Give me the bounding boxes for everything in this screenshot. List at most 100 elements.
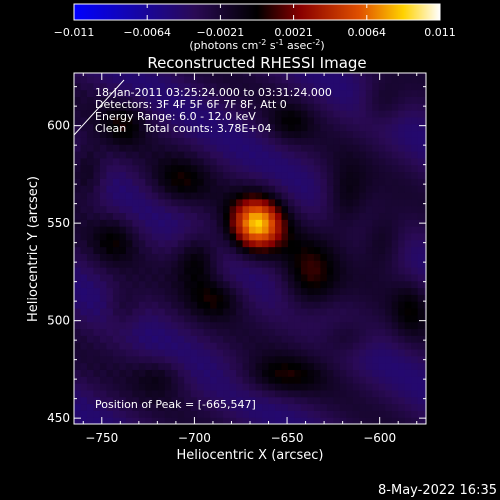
heatmap-cell <box>249 219 257 227</box>
heatmap-cell <box>391 355 399 364</box>
heatmap-cell <box>346 89 354 97</box>
heatmap-cell <box>138 144 146 152</box>
heatmap-cell <box>359 75 367 84</box>
heatmap-cell <box>197 212 205 220</box>
heatmap-cell <box>307 75 315 84</box>
heatmap-cell <box>378 328 386 336</box>
heatmap-cell <box>249 383 257 391</box>
heatmap-cell <box>145 96 153 104</box>
heatmap-cell <box>210 301 218 309</box>
heatmap-cell <box>197 403 205 411</box>
heatmap-cell <box>249 301 257 309</box>
heatmap-cell <box>184 232 192 241</box>
heatmap-cell <box>411 348 419 357</box>
heatmap-cell <box>112 307 120 316</box>
heatmap-cell <box>385 253 393 261</box>
heatmap-cell <box>164 362 172 370</box>
heatmap-cell <box>275 75 283 84</box>
heatmap-cell <box>177 178 185 186</box>
heatmap-cell <box>275 417 283 424</box>
heatmap-cell <box>417 96 425 104</box>
heatmap-cell <box>86 130 95 138</box>
heatmap-cell <box>164 328 172 336</box>
heatmap-cell <box>184 328 192 336</box>
heatmap-cell <box>236 82 244 91</box>
heatmap-cell <box>255 260 263 268</box>
heatmap-cell <box>398 75 406 84</box>
heatmap-cell <box>326 157 334 166</box>
heatmap-cell <box>132 151 140 159</box>
heatmap-cell <box>359 246 367 254</box>
heatmap-cell <box>313 328 321 336</box>
heatmap-cell <box>138 389 146 398</box>
heatmap-cell <box>417 185 425 193</box>
heatmap-cell <box>333 185 341 193</box>
heatmap-cell <box>125 383 133 391</box>
heatmap-cell <box>424 212 426 220</box>
heatmap-cell <box>411 178 419 186</box>
heatmap-cell <box>177 75 185 84</box>
heatmap-cell <box>300 362 309 370</box>
heatmap-cell <box>339 376 347 384</box>
heatmap-cell <box>424 362 426 370</box>
heatmap-cell <box>326 335 334 343</box>
heatmap-cell <box>74 287 82 295</box>
heatmap-cell <box>262 362 270 370</box>
heatmap-cell <box>80 239 88 248</box>
heatmap-cell <box>86 96 95 104</box>
heatmap-cell <box>320 362 328 370</box>
heatmap-cell <box>119 280 127 289</box>
heatmap-cell <box>93 321 101 330</box>
heatmap-cell <box>249 198 257 207</box>
heatmap-cell <box>86 151 95 159</box>
heatmap-cell <box>132 103 140 111</box>
heatmap-cell <box>391 75 399 84</box>
heatmap-cell <box>164 151 172 159</box>
heatmap-cell <box>112 144 120 152</box>
heatmap-cell <box>398 116 406 125</box>
heatmap-cell <box>424 369 426 377</box>
heatmap-cell <box>177 116 185 125</box>
heatmap-cell <box>151 321 159 330</box>
heatmap-cell <box>145 137 153 145</box>
heatmap-cell <box>365 307 373 316</box>
heatmap-cell <box>275 287 283 295</box>
heatmap-cell <box>398 178 406 186</box>
heatmap-cell <box>326 287 334 295</box>
heatmap-cell <box>138 321 146 330</box>
heatmap-cell <box>93 89 101 97</box>
heatmap-cell <box>391 219 399 227</box>
heatmap-cell <box>229 321 237 330</box>
heatmap-cell <box>112 212 120 220</box>
heatmap-cell <box>287 198 296 207</box>
heatmap-cell <box>307 164 315 173</box>
heatmap-cell <box>249 130 257 138</box>
heatmap-cell <box>287 137 296 145</box>
heatmap-cell <box>385 137 393 145</box>
heatmap-cell <box>326 369 334 377</box>
heatmap-cell <box>326 362 334 370</box>
heatmap-cell <box>236 335 244 343</box>
heatmap-cell <box>86 267 95 275</box>
heatmap-cell <box>378 348 386 357</box>
heatmap-cell <box>268 205 276 214</box>
heatmap-cell <box>112 110 120 118</box>
annotation-energy-range: Energy Range: 6.0 - 12.0 keV <box>95 110 256 123</box>
heatmap-cell <box>385 301 393 309</box>
heatmap-cell <box>411 89 419 97</box>
heatmap-cell <box>300 253 309 261</box>
heatmap-cell <box>86 280 95 289</box>
heatmap-cell <box>203 232 211 241</box>
heatmap-cell <box>339 294 347 302</box>
heatmap-cell <box>229 348 237 357</box>
heatmap-cell <box>249 178 257 186</box>
heatmap-cell <box>424 417 426 424</box>
heatmap-cell <box>138 75 146 84</box>
heatmap-cell <box>391 253 399 261</box>
heatmap-cell <box>93 110 101 118</box>
heatmap-cell <box>300 321 309 330</box>
heatmap-cell <box>262 151 270 159</box>
heatmap-cell <box>106 144 114 152</box>
heatmap-cell <box>339 219 347 227</box>
heatmap-cell <box>106 151 114 159</box>
